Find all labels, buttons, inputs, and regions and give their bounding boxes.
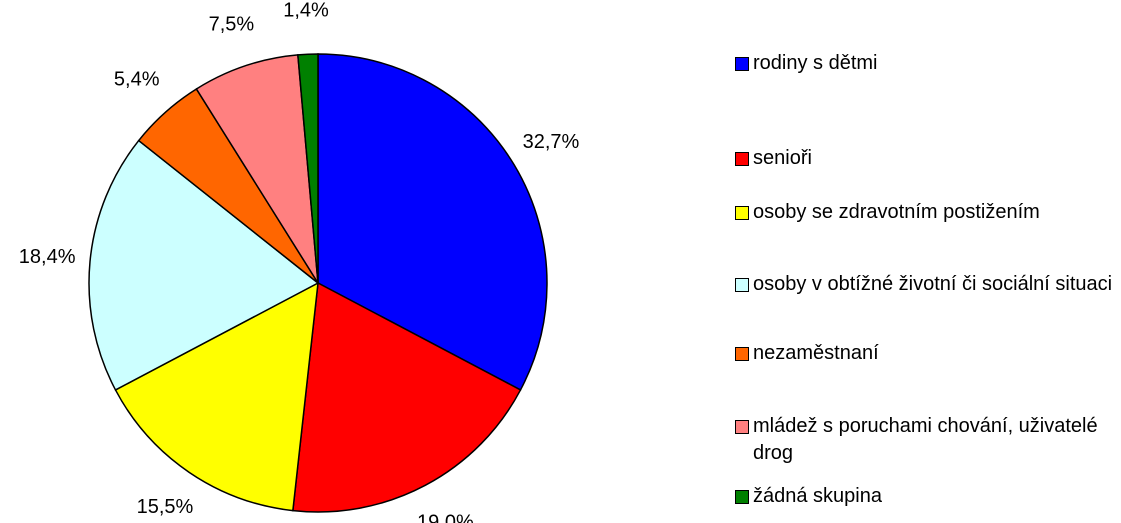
legend-item: žádná skupina bbox=[735, 483, 1118, 510]
legend-label: nezaměstnaní bbox=[753, 342, 879, 364]
legend-swatch bbox=[735, 152, 749, 166]
legend-swatch bbox=[735, 490, 749, 504]
legend-label: rodiny s dětmi bbox=[753, 52, 878, 74]
data-label: 15,5% bbox=[137, 496, 194, 518]
legend-item: osoby se zdravotním postižením bbox=[735, 199, 1118, 226]
pie-slice bbox=[297, 53, 319, 284]
pie-slice bbox=[88, 139, 320, 391]
pie-slice bbox=[195, 54, 319, 284]
data-label: 7,5% bbox=[209, 13, 255, 35]
legend-label: mládež s poruchami chování, uživatelé dr… bbox=[753, 415, 1098, 464]
legend-item: mládež s poruchami chování, uživatelé dr… bbox=[735, 413, 1118, 467]
data-label: 1,4% bbox=[283, 0, 329, 22]
data-label: 19,0% bbox=[417, 512, 474, 523]
legend-label: osoby v obtížné životní či sociální situ… bbox=[753, 273, 1113, 295]
legend-item: senioři bbox=[735, 145, 1118, 172]
data-label: 32,7% bbox=[523, 131, 580, 153]
legend-label: žádná skupina bbox=[753, 485, 882, 507]
legend-swatch bbox=[735, 420, 749, 434]
legend-swatch bbox=[735, 347, 749, 361]
legend-label: osoby se zdravotním postižením bbox=[753, 201, 1040, 223]
data-label: 5,4% bbox=[114, 69, 160, 91]
legend-item: nezaměstnaní bbox=[735, 340, 1118, 367]
pie-slice bbox=[317, 53, 548, 391]
legend-item: osoby v obtížné životní či sociální situ… bbox=[735, 271, 1118, 298]
legend-swatch bbox=[735, 206, 749, 220]
legend-label: senioři bbox=[753, 147, 812, 169]
pie-slice bbox=[114, 281, 319, 512]
data-label: 18,4% bbox=[19, 246, 76, 268]
legend-swatch bbox=[735, 57, 749, 71]
legend-swatch bbox=[735, 278, 749, 292]
pie-slice bbox=[292, 281, 522, 513]
legend-item: rodiny s dětmi bbox=[735, 50, 1118, 77]
